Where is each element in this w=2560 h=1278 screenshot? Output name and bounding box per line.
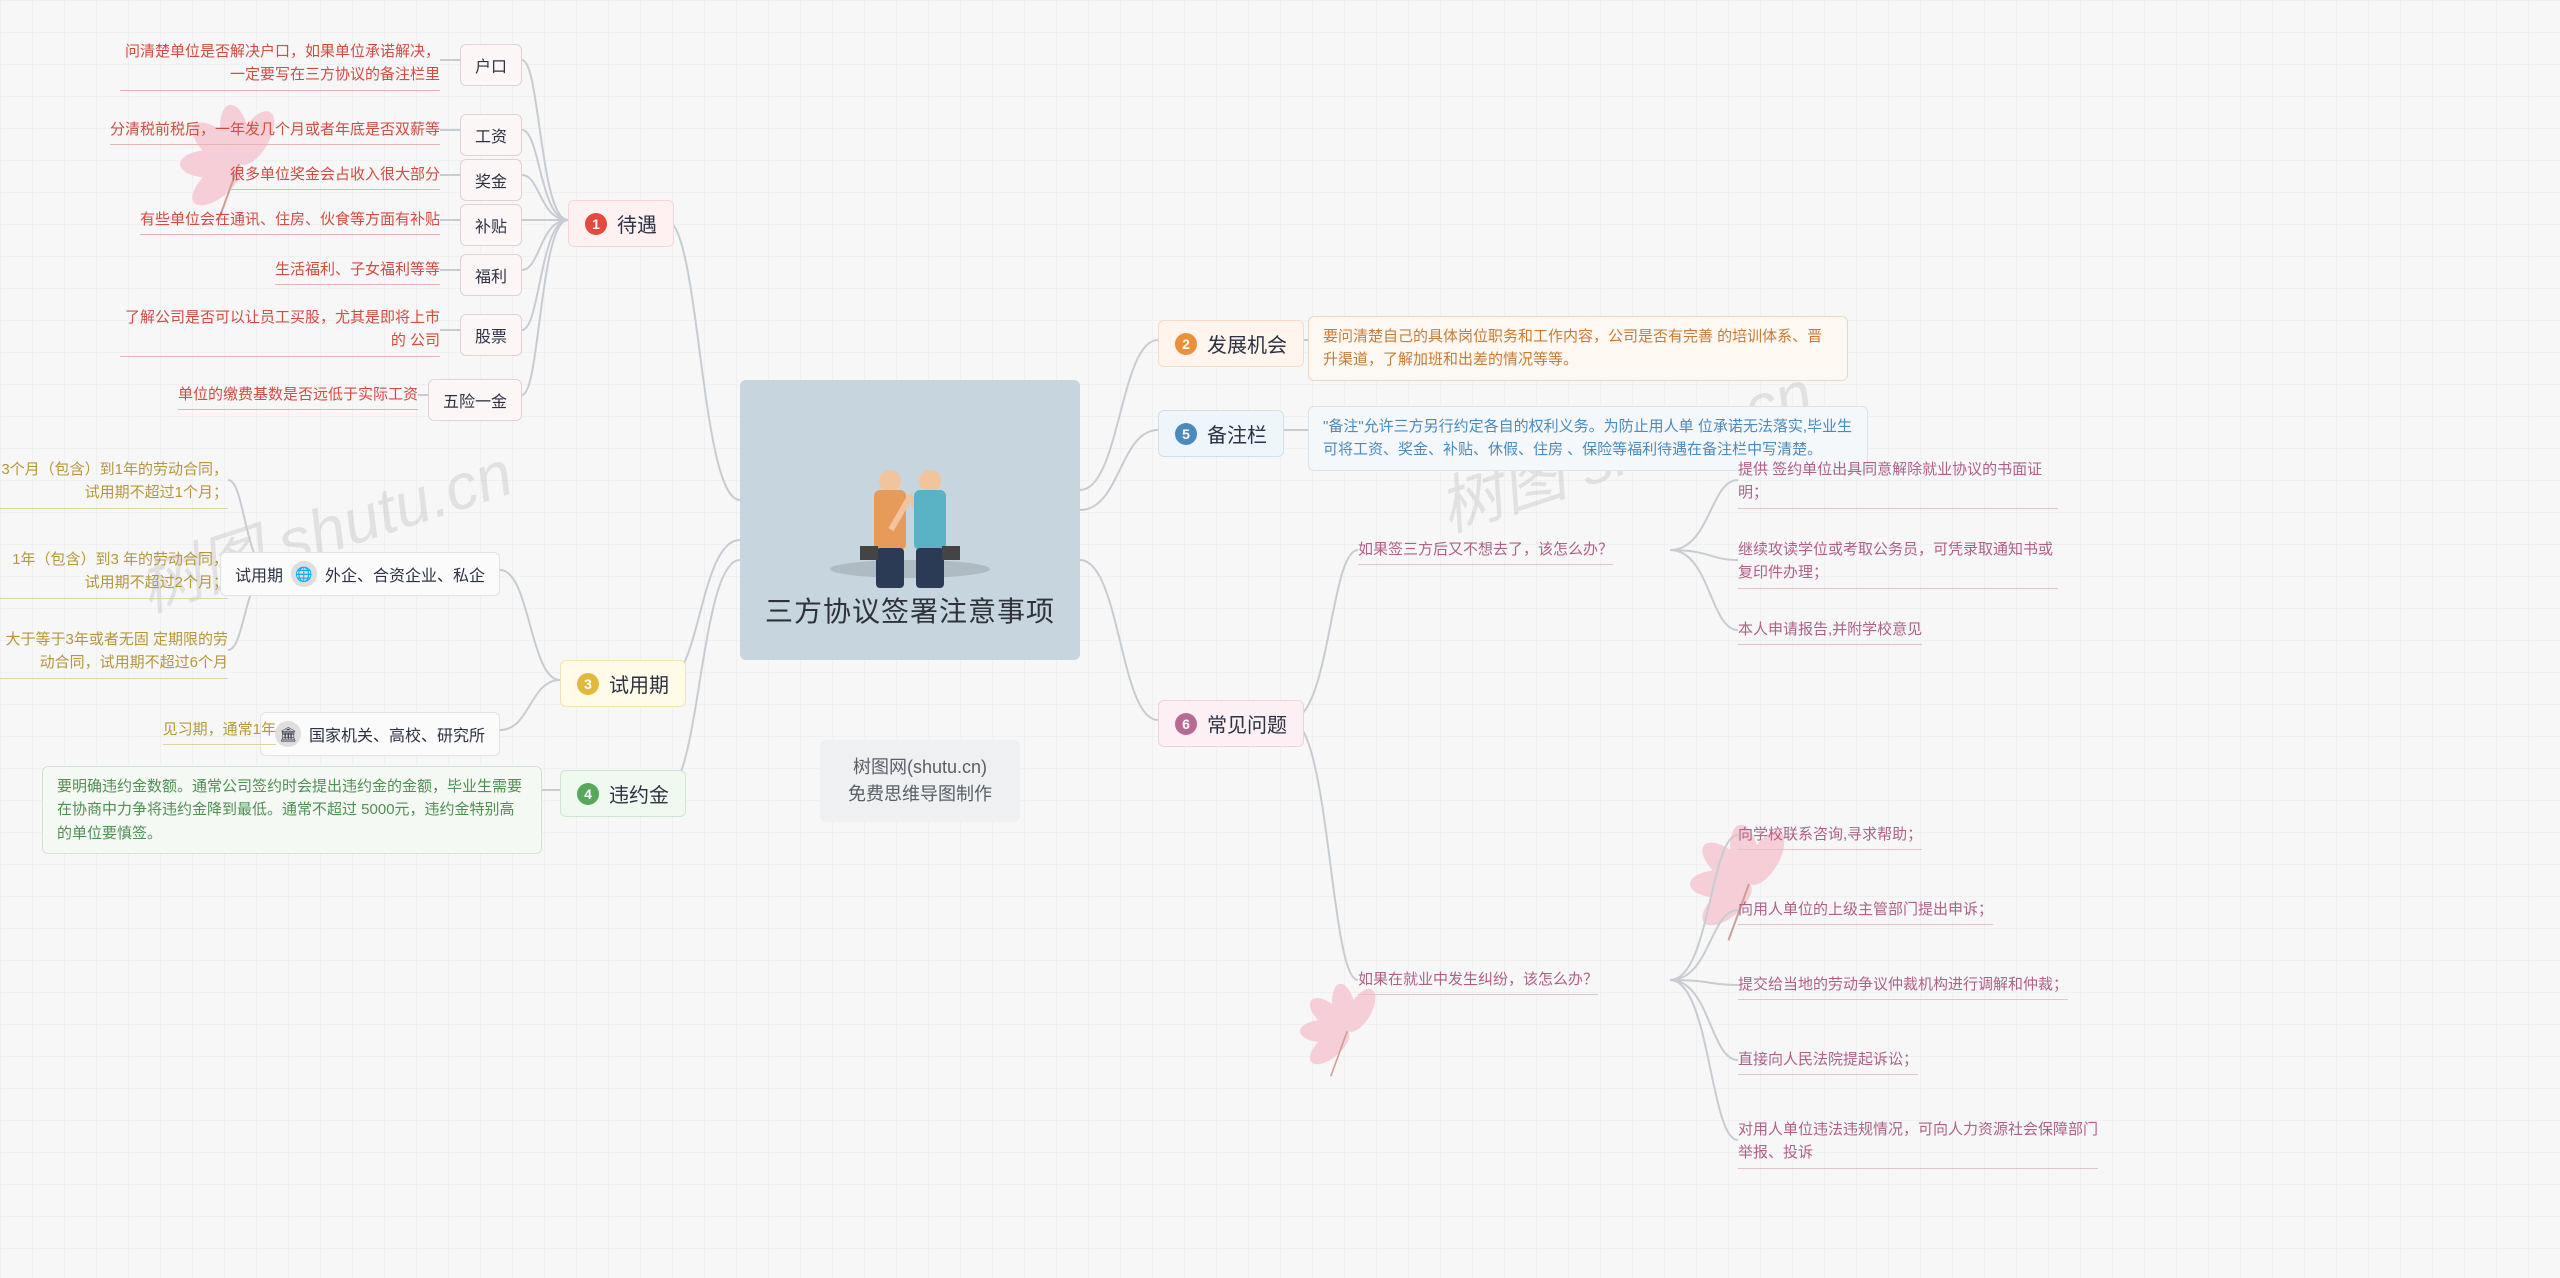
faq-q2-a4: 直接向人民法院提起诉讼； [1738,1048,1918,1075]
sub-welfare[interactable]: 福利 [460,254,522,296]
faq-q2-a3: 提交给当地的劳动争议仲裁机构进行调解和仲裁； [1738,973,2068,1000]
sub-bonus[interactable]: 奖金 [460,159,522,201]
branch-opportunity[interactable]: 2 发展机会 [1158,320,1304,367]
sub-insurance[interactable]: 五险一金 [428,379,522,421]
sub-label: 工资 [475,123,507,147]
sub-desc: 外企、合资企业、私企 [325,562,485,586]
leaf-hukou: 问清楚单位是否解决户口，如果单位承诺解决，一定要写在三方协议的备注栏里 [120,40,440,91]
branch-treatment[interactable]: 1 待遇 [568,200,674,247]
background-grid [0,0,2560,1278]
root-illustration [740,420,1080,590]
sub-salary[interactable]: 工资 [460,114,522,156]
branch-penalty[interactable]: 4 违约金 [560,770,686,817]
leaf-probation-2: 1年（包含）到3 年的劳动合同，试用期不超过2个月； [0,548,228,599]
root-title: 三方协议签署注意事项 [765,590,1055,630]
person-figure [910,470,950,590]
leaf-penalty: 要明确违约金数额。通常公司签约时会提出违约金的金额，毕业生需要在协商中力争将违约… [42,766,542,854]
leaf-opportunity: 要问清楚自己的具体岗位职务和工作内容，公司是否有完善 的培训体系、晋升渠道，了解… [1308,316,1848,381]
sub-label: 五险一金 [443,388,507,412]
person-figure [870,470,910,590]
branch-probation[interactable]: 3 试用期 [560,660,686,707]
sub-label: 国家机关、高校、研究所 [309,722,485,746]
branch-number: 6 [1175,713,1197,735]
sub-stock[interactable]: 股票 [460,314,522,356]
branch-label: 待遇 [617,209,657,238]
leaf-bonus: 很多单位奖金会占收入很大部分 [230,163,440,190]
branch-label: 备注栏 [1207,419,1267,448]
branch-faq[interactable]: 6 常见问题 [1158,700,1304,747]
faq-q2[interactable]: 如果在就业中发生纠纷，该怎么办？ [1358,968,1598,995]
branch-number: 3 [577,673,599,695]
sub-label: 福利 [475,263,507,287]
leaf-probation-gov: 见习期，通常1年 [163,718,276,745]
branch-number: 4 [577,783,599,805]
sub-label: 试用期 [235,562,283,586]
globe-icon: 🌐 [291,561,317,587]
sub-label: 股票 [475,323,507,347]
sub-subsidy[interactable]: 补贴 [460,204,522,246]
faq-q1-a1: 提供 签约单位出具同意解除就业协议的书面证明； [1738,458,2058,509]
branch-remark[interactable]: 5 备注栏 [1158,410,1284,457]
sub-probation-foreign[interactable]: 试用期 🌐 外企、合资企业、私企 [220,552,500,596]
sub-label: 补贴 [475,213,507,237]
sub-label: 户口 [475,53,507,77]
faq-q1-a3: 本人申请报告,并附学校意见 [1738,618,1922,645]
branch-label: 试用期 [609,669,669,698]
sub-hukou[interactable]: 户口 [460,44,522,86]
faq-q2-a1: 向学校联系咨询,寻求帮助； [1738,823,1922,850]
branch-number: 2 [1175,333,1197,355]
sub-label: 奖金 [475,168,507,192]
credit-line1: 树图网(shutu.cn) [853,757,987,777]
credit-line2: 免费思维导图制作 [848,784,992,804]
leaf-probation-3: 大于等于3年或者无固 定期限的劳动合同，试用期不超过6个月 [0,628,228,679]
branch-label: 违约金 [609,779,669,808]
credit-box: 树图网(shutu.cn) 免费思维导图制作 [820,740,1020,822]
branch-label: 常见问题 [1207,709,1287,738]
leaf-welfare: 生活福利、子女福利等等 [275,258,440,285]
leaf-stock: 了解公司是否可以让员工买股，尤其是即将上市的 公司 [120,306,440,357]
sub-probation-gov[interactable]: 🏛 国家机关、高校、研究所 [260,712,500,756]
faq-q2-a2: 向用人单位的上级主管部门提出申诉； [1738,898,1993,925]
faq-q1[interactable]: 如果签三方后又不想去了，该怎么办？ [1358,538,1613,565]
leaf-insurance: 单位的缴费基数是否远低于实际工资 [178,383,418,410]
leaf-probation-1: 3个月（包含）到1年的劳动合同，试用期不超过1个月； [0,458,228,509]
branch-number: 5 [1175,423,1197,445]
leaf-salary: 分清税前税后，一年发几个月或者年底是否双薪等 [110,118,440,145]
faq-q1-a2: 继续攻读学位或考取公务员，可凭录取通知书或复印件办理； [1738,538,2058,589]
leaf-subsidy: 有些单位会在通讯、住房、伙食等方面有补贴 [140,208,440,235]
building-icon: 🏛 [275,721,301,747]
branch-number: 1 [585,213,607,235]
faq-q2-a5: 对用人单位违法违规情况，可向人力资源社会保障部门举报、投诉 [1738,1118,2098,1169]
root-node[interactable]: 三方协议签署注意事项 [740,380,1080,660]
branch-label: 发展机会 [1207,329,1287,358]
